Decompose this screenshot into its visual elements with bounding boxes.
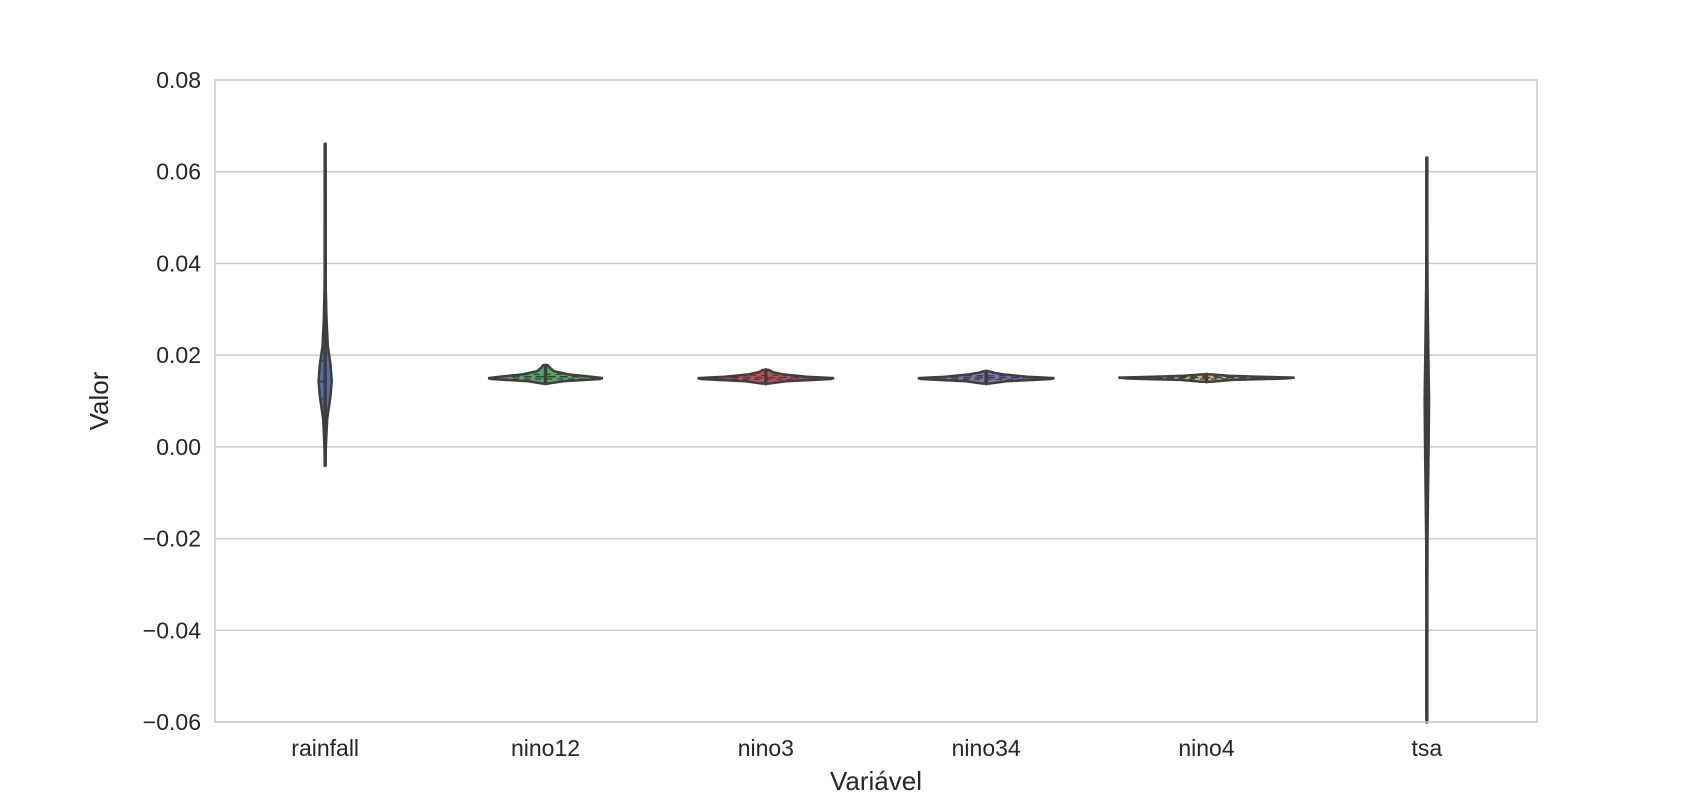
x-tick-label: tsa <box>1411 735 1442 761</box>
violin-nino3 <box>697 368 835 386</box>
x-tick-label: nino3 <box>738 735 794 761</box>
y-tick-label: 0.02 <box>156 342 201 368</box>
y-tick-label: −0.06 <box>143 709 201 735</box>
y-tick-label: 0.08 <box>156 67 201 93</box>
y-tick-label: 0.00 <box>156 434 201 460</box>
x-tick-label: rainfall <box>291 735 359 761</box>
x-axis-label: Variável <box>830 766 922 796</box>
y-axis-label: Valor <box>84 371 114 430</box>
grid-lines <box>215 79 1537 723</box>
y-tick-label: 0.04 <box>156 250 201 276</box>
violin-nino4 <box>1118 372 1295 384</box>
violin-tsa <box>1423 156 1431 724</box>
y-tick-label: 0.06 <box>156 159 201 185</box>
y-tick-label: −0.02 <box>143 526 201 552</box>
x-tick-labels: rainfall nino12 nino3 nino34 nino4 tsa <box>291 735 1442 761</box>
violin-nino34 <box>917 369 1055 386</box>
violins <box>317 142 1431 724</box>
y-tick-label: −0.04 <box>143 617 201 643</box>
x-tick-label: nino12 <box>511 735 580 761</box>
x-tick-label: nino34 <box>952 735 1021 761</box>
plot-frame <box>214 79 1538 723</box>
x-tick-label: nino4 <box>1178 735 1234 761</box>
violin-nino12 <box>487 363 604 386</box>
y-tick-labels: −0.06 −0.04 −0.02 0.00 0.02 0.04 0.06 0.08 <box>143 67 201 735</box>
violin-rainfall <box>317 142 334 467</box>
